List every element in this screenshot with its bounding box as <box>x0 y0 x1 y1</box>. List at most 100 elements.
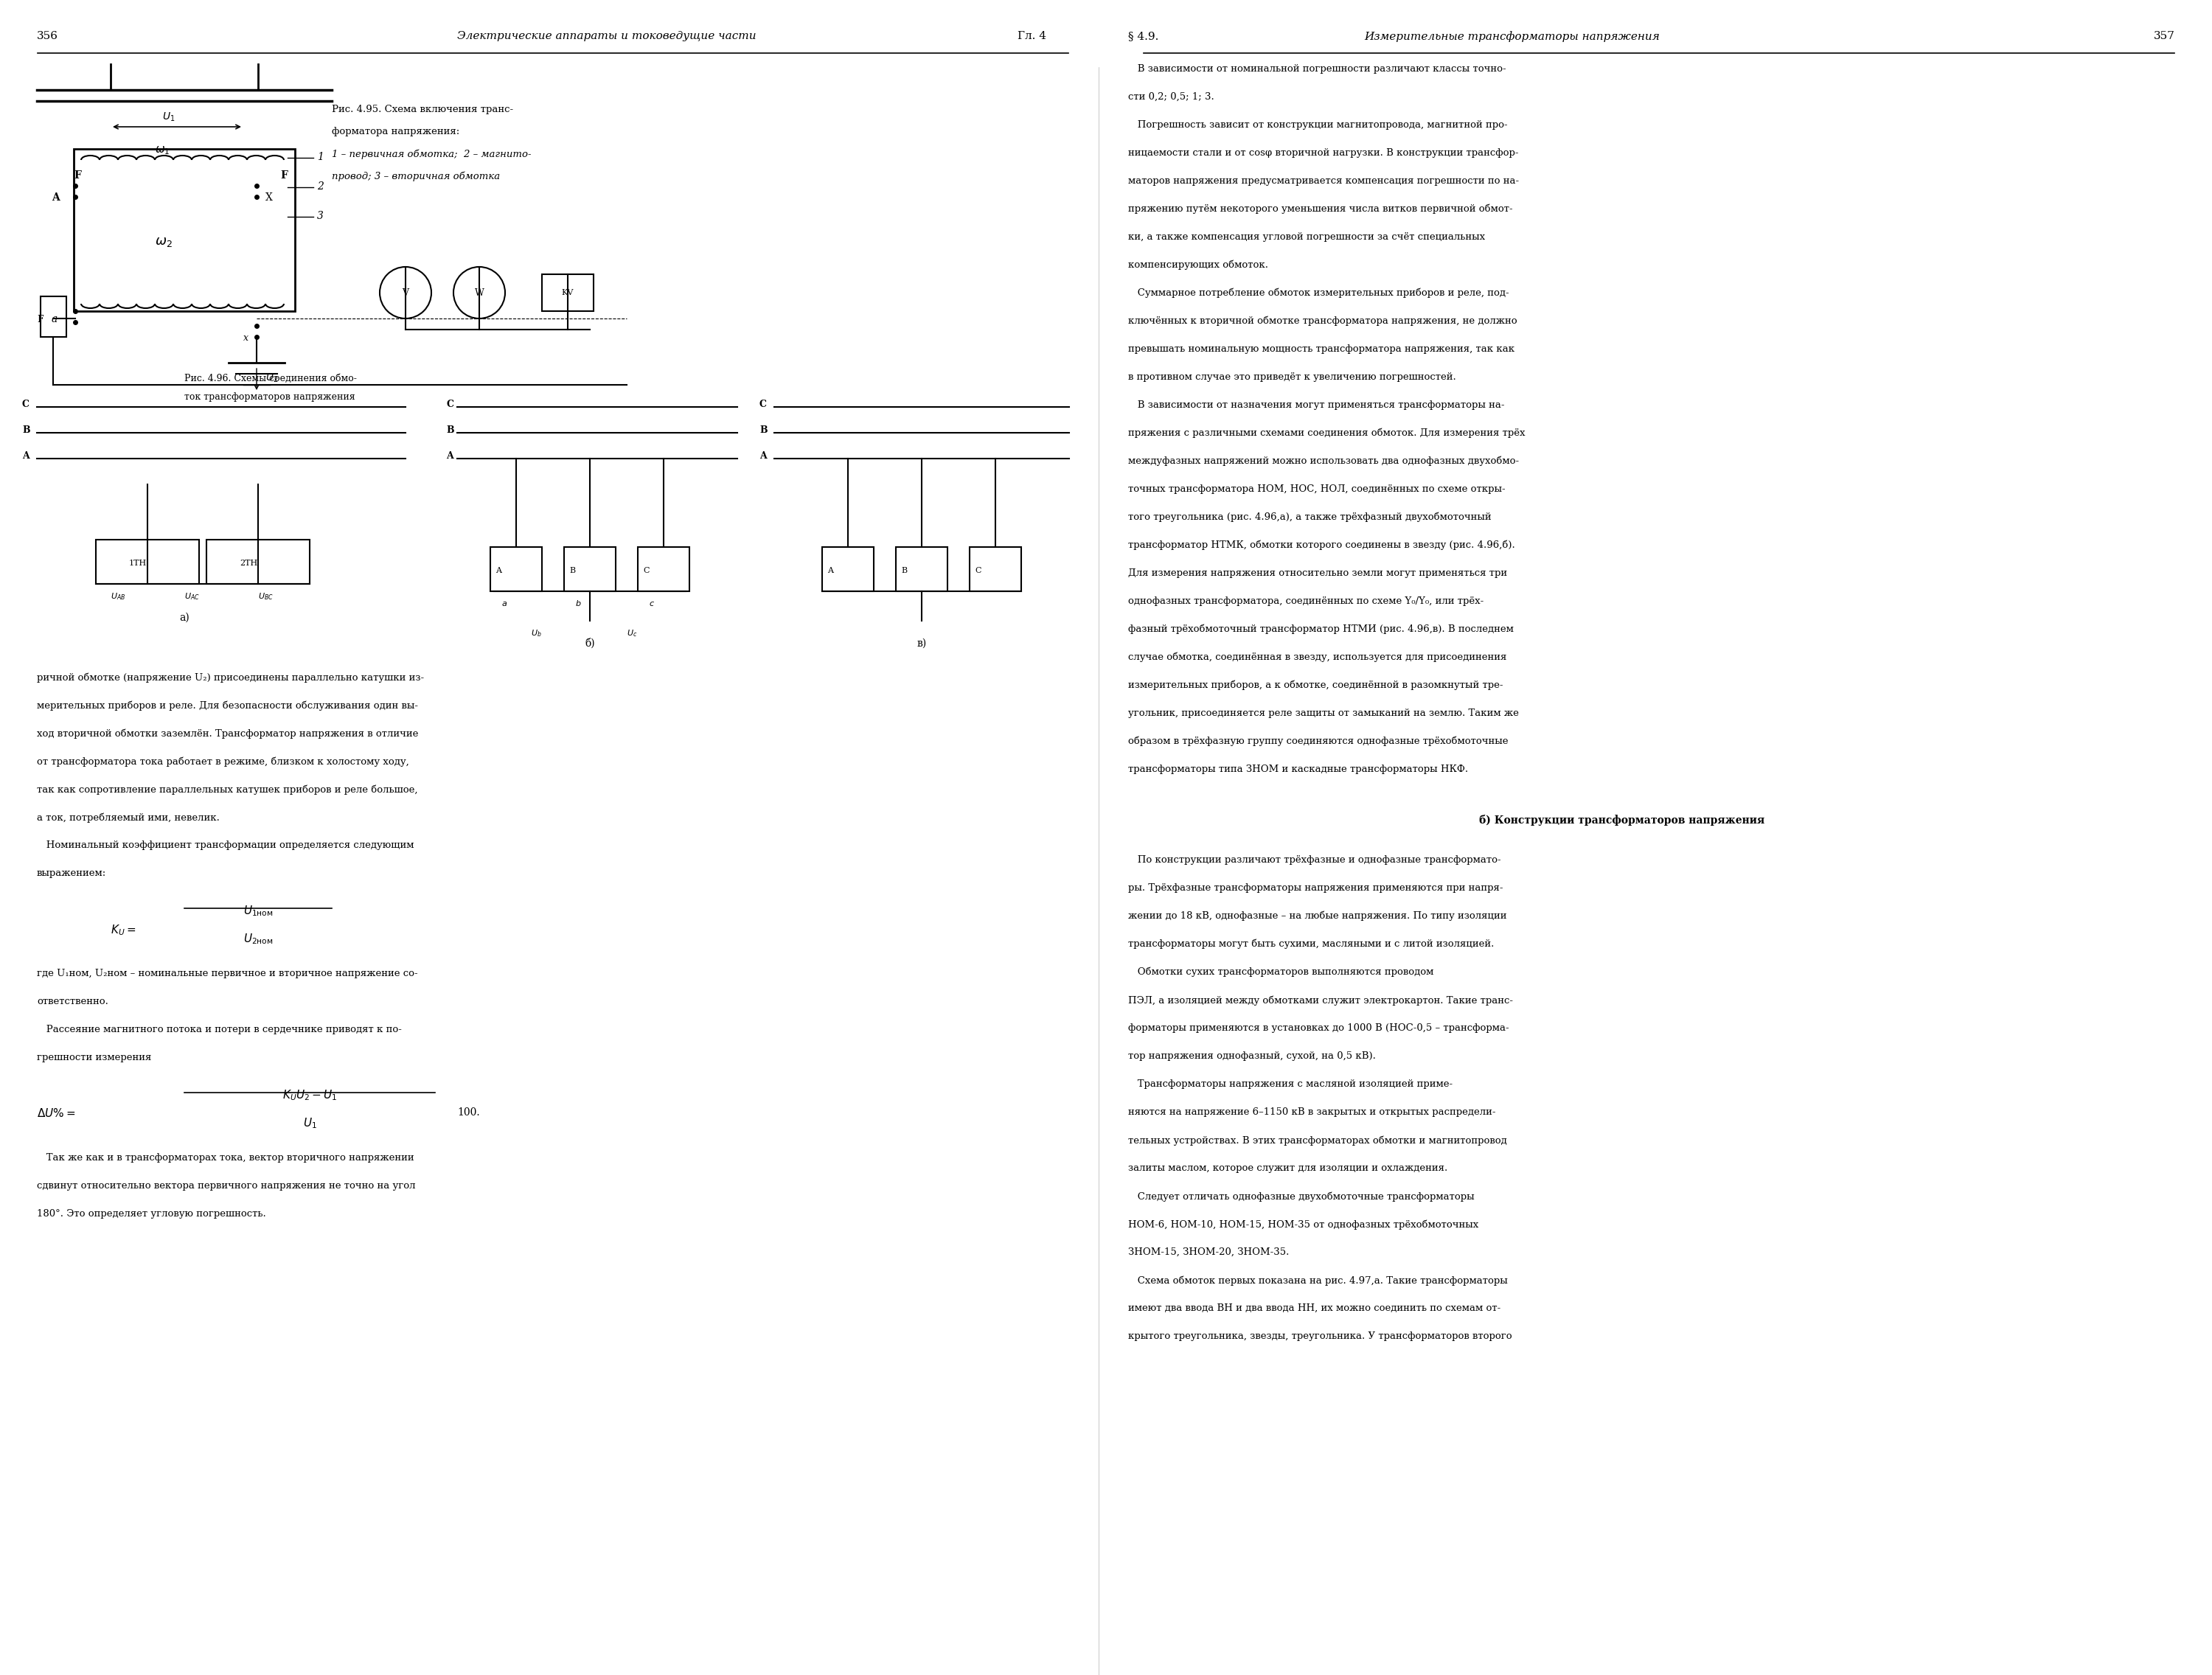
Text: маторов напряжения предусматривается компенсация погрешности по на-: маторов напряжения предусматривается ком… <box>1128 176 1520 186</box>
Text: имеют два ввода ВН и два ввода НН, их можно соединить по схемам от-: имеют два ввода ВН и два ввода НН, их мо… <box>1128 1303 1500 1313</box>
Text: так как сопротивление параллельных катушек приборов и реле большое,: так как сопротивление параллельных катуш… <box>38 784 418 794</box>
Text: 357: 357 <box>2154 30 2174 42</box>
Text: C: C <box>22 400 29 409</box>
Text: Электрические аппараты и токоведущие части: Электрические аппараты и токоведущие час… <box>458 30 757 42</box>
Text: 180°. Это определяет угловую погрешность.: 180°. Это определяет угловую погрешность… <box>38 1209 265 1219</box>
Text: залиты маслом, которое служит для изоляции и охлаждения.: залиты маслом, которое служит для изоляц… <box>1128 1164 1447 1172</box>
Text: однофазных трансформатора, соединённых по схеме Y₀/Y₀, или трёх-: однофазных трансформатора, соединённых п… <box>1128 596 1484 606</box>
Text: Рис. 4.95. Схема включения транс-: Рис. 4.95. Схема включения транс- <box>332 106 513 114</box>
Text: а): а) <box>179 613 190 623</box>
Text: $U_1$: $U_1$ <box>161 111 175 124</box>
Text: мерительных приборов и реле. Для безопасности обслуживания один вы-: мерительных приборов и реле. Для безопас… <box>38 700 418 710</box>
Text: X: X <box>265 193 272 203</box>
Text: ответственно.: ответственно. <box>38 997 108 1007</box>
Bar <box>896 548 947 591</box>
Text: Погрешность зависит от конструкции магнитопровода, магнитной про-: Погрешность зависит от конструкции магни… <box>1128 121 1509 129</box>
Text: B: B <box>22 425 31 436</box>
Text: точных трансформатора НОМ, НОС, НОЛ, соединённых по схеме откры-: точных трансформатора НОМ, НОС, НОЛ, сое… <box>1128 484 1506 494</box>
Bar <box>40 296 66 337</box>
Text: $U_{1\mathrm{ном}}$: $U_{1\mathrm{ном}}$ <box>243 905 272 918</box>
Text: того треугольника (рис. 4.96,а), а также трёхфазный двухобмоточный: того треугольника (рис. 4.96,а), а также… <box>1128 513 1491 523</box>
Text: жении до 18 кВ, однофазные – на любые напряжения. По типу изоляции: жении до 18 кВ, однофазные – на любые на… <box>1128 911 1506 921</box>
Text: По конструкции различают трёхфазные и однофазные трансформато-: По конструкции различают трёхфазные и од… <box>1128 856 1502 864</box>
Text: 1 – первичная обмотка;  2 – магнито-: 1 – первичная обмотка; 2 – магнито- <box>332 149 531 159</box>
Text: Гл. 4: Гл. 4 <box>1018 30 1046 42</box>
Text: Трансформаторы напряжения с масляной изоляцией приме-: Трансформаторы напряжения с масляной изо… <box>1128 1079 1453 1089</box>
Text: B: B <box>568 566 575 575</box>
Text: § 4.9.: § 4.9. <box>1128 30 1159 42</box>
Text: пряжению путём некоторого уменьшения числа витков первичной обмот-: пряжению путём некоторого уменьшения чис… <box>1128 204 1513 214</box>
Text: превышать номинальную мощность трансформатора напряжения, так как: превышать номинальную мощность трансформ… <box>1128 345 1515 353</box>
Bar <box>637 548 690 591</box>
Text: $U_{BC}$: $U_{BC}$ <box>259 591 274 601</box>
Circle shape <box>380 266 431 318</box>
Text: $K_U U_2 - U_1$: $K_U U_2 - U_1$ <box>283 1089 336 1102</box>
Text: Следует отличать однофазные двухобмоточные трансформаторы: Следует отличать однофазные двухобмоточн… <box>1128 1191 1475 1201</box>
Bar <box>206 539 310 585</box>
Text: Рис. 4.96. Схемы соединения обмо-: Рис. 4.96. Схемы соединения обмо- <box>184 374 356 384</box>
Text: ричной обмотке (напряжение U₂) присоединены параллельно катушки из-: ричной обмотке (напряжение U₂) присоедин… <box>38 672 425 682</box>
Text: Схема обмоток первых показана на рис. 4.97,а. Такие трансформаторы: Схема обмоток первых показана на рис. 4.… <box>1128 1275 1509 1285</box>
Text: C: C <box>759 400 768 409</box>
Text: ки, а также компенсация угловой погрешности за счёт специальных: ки, а также компенсация угловой погрешно… <box>1128 233 1484 241</box>
Text: измерительных приборов, а к обмотке, соединённой в разомкнутый тре-: измерительных приборов, а к обмотке, сое… <box>1128 680 1504 690</box>
Text: W: W <box>476 288 484 298</box>
Bar <box>95 539 199 585</box>
Text: C: C <box>644 566 650 575</box>
Text: $U_b$: $U_b$ <box>531 628 542 638</box>
Text: ницаемости стали и от cosφ вторичной нагрузки. В конструкции трансфор-: ницаемости стали и от cosφ вторичной наг… <box>1128 147 1517 157</box>
Text: фазный трёхобмоточный трансформатор НТМИ (рис. 4.96,в). В последнем: фазный трёхобмоточный трансформатор НТМИ… <box>1128 625 1513 635</box>
Text: ПЭЛ, а изоляцией между обмотками служит электрокартон. Такие транс-: ПЭЛ, а изоляцией между обмотками служит … <box>1128 995 1513 1005</box>
Text: форматоры применяются в установках до 1000 В (НОС-0,5 – трансформа-: форматоры применяются в установках до 10… <box>1128 1023 1509 1033</box>
Text: грешности измерения: грешности измерения <box>38 1054 150 1062</box>
Text: A: A <box>22 451 29 461</box>
Text: НОМ-6, НОМ-10, НОМ-15, НОМ-35 от однофазных трёхобмоточных: НОМ-6, НОМ-10, НОМ-15, НОМ-35 от однофаз… <box>1128 1219 1478 1229</box>
Text: F: F <box>281 171 288 181</box>
Text: A: A <box>51 193 60 203</box>
Text: Измерительные трансформаторы напряжения: Измерительные трансформаторы напряжения <box>1365 30 1659 42</box>
Text: тельных устройствах. В этих трансформаторах обмотки и магнитопровод: тельных устройствах. В этих трансформато… <box>1128 1136 1506 1146</box>
Text: сти 0,2; 0,5; 1; 3.: сти 0,2; 0,5; 1; 3. <box>1128 92 1214 102</box>
Bar <box>564 548 615 591</box>
Text: $K_U = $: $K_U = $ <box>111 923 135 936</box>
Text: $\omega_2$: $\omega_2$ <box>155 235 173 248</box>
Text: Для измерения напряжения относительно земли могут применяться три: Для измерения напряжения относительно зе… <box>1128 568 1506 578</box>
Bar <box>73 149 294 312</box>
Text: Обмотки сухих трансформаторов выполняются проводом: Обмотки сухих трансформаторов выполняютс… <box>1128 966 1433 977</box>
Text: междуфазных напряжений можно использовать два однофазных двухобмо-: междуфазных напряжений можно использоват… <box>1128 456 1520 466</box>
Text: компенсирующих обмоток.: компенсирующих обмоток. <box>1128 260 1267 270</box>
Text: 2: 2 <box>316 181 323 191</box>
Text: пряжения с различными схемами соединения обмоток. Для измерения трёх: пряжения с различными схемами соединения… <box>1128 429 1526 439</box>
Text: В зависимости от номинальной погрешности различают классы точно-: В зависимости от номинальной погрешности… <box>1128 64 1506 74</box>
Text: A: A <box>447 451 453 461</box>
Text: б) Конструкции трансформаторов напряжения: б) Конструкции трансформаторов напряжени… <box>1480 814 1765 826</box>
Text: от трансформатора тока работает в режиме, близком к холостому ходу,: от трансформатора тока работает в режиме… <box>38 757 409 767</box>
Text: провод; 3 – вторичная обмотка: провод; 3 – вторичная обмотка <box>332 171 500 181</box>
Text: 2TН: 2TН <box>239 559 257 566</box>
Text: в): в) <box>916 638 927 648</box>
Text: $U_{2\mathrm{ном}}$: $U_{2\mathrm{ном}}$ <box>243 931 272 946</box>
Text: x: x <box>243 333 248 343</box>
Text: $\Delta U\% = $: $\Delta U\% = $ <box>38 1107 75 1119</box>
Bar <box>542 275 593 312</box>
Text: где U₁ном, U₂ном – номинальные первичное и вторичное напряжение со-: где U₁ном, U₂ном – номинальные первичное… <box>38 968 418 978</box>
Text: няются на напряжение 6–1150 кВ в закрытых и открытых распредели-: няются на напряжение 6–1150 кВ в закрыты… <box>1128 1107 1495 1117</box>
Text: 100.: 100. <box>458 1107 480 1117</box>
Text: $U_{AC}$: $U_{AC}$ <box>184 591 199 601</box>
Text: a: a <box>51 315 58 325</box>
Text: ключённых к вторичной обмотке трансформатора напряжения, не должно: ключённых к вторичной обмотке трансформа… <box>1128 317 1517 327</box>
Text: трансформатор НТМК, обмотки которого соединены в звезду (рис. 4.96,б).: трансформатор НТМК, обмотки которого сое… <box>1128 541 1515 551</box>
Text: крытого треугольника, звезды, треугольника. У трансформаторов второго: крытого треугольника, звезды, треугольни… <box>1128 1332 1513 1342</box>
Text: форматора напряжения:: форматора напряжения: <box>332 127 460 136</box>
Text: V: V <box>403 288 409 298</box>
Text: 356: 356 <box>38 30 58 42</box>
Text: $U_2$: $U_2$ <box>265 372 279 384</box>
Text: $U_{AB}$: $U_{AB}$ <box>111 591 126 601</box>
Text: B: B <box>759 425 768 436</box>
Text: в противном случае это приведёт к увеличению погрешностей.: в противном случае это приведёт к увелич… <box>1128 372 1455 382</box>
Text: В зависимости от назначения могут применяться трансформаторы на-: В зависимости от назначения могут примен… <box>1128 400 1504 410</box>
Text: трансформаторы могут быть сухими, масляными и с литой изоляцией.: трансформаторы могут быть сухими, маслян… <box>1128 940 1493 950</box>
Text: C: C <box>447 400 453 409</box>
Text: $\omega_1$: $\omega_1$ <box>155 144 170 156</box>
Text: A: A <box>759 451 768 461</box>
